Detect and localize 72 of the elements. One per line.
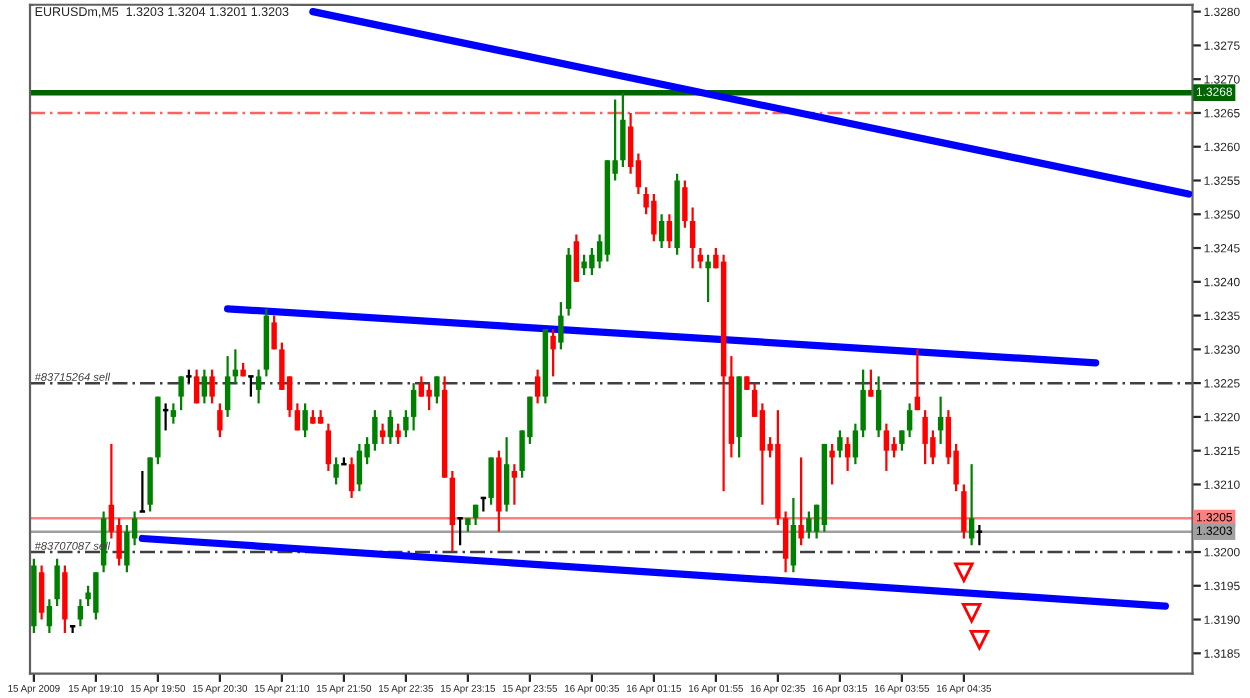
candlestick <box>860 368 866 439</box>
candlestick <box>852 422 859 466</box>
candlestick <box>666 213 673 250</box>
candlestick <box>961 483 967 540</box>
candlestick <box>697 246 704 270</box>
candlestick <box>178 375 184 412</box>
candlestick <box>503 436 510 513</box>
candlestick <box>209 368 215 405</box>
candlestick <box>54 557 60 608</box>
candlestick <box>534 368 541 405</box>
candlestick <box>170 402 177 425</box>
candlestick <box>558 300 564 351</box>
candlestick <box>418 375 425 398</box>
point <box>961 603 982 623</box>
candlestick <box>651 192 657 243</box>
candlestick <box>201 368 208 405</box>
candlestick <box>271 314 277 351</box>
candlestick <box>138 469 147 513</box>
candlestick <box>829 442 835 486</box>
candlestick <box>782 510 789 574</box>
candlestick <box>193 368 200 405</box>
candlestick <box>147 456 153 513</box>
candlestick <box>806 510 812 540</box>
candlestick <box>426 382 432 412</box>
candlestick <box>410 382 417 432</box>
candlestick <box>620 91 626 169</box>
candlestick <box>62 564 68 635</box>
candlestick <box>589 246 595 277</box>
candlestick <box>488 456 494 506</box>
candlestick <box>581 253 587 277</box>
candlestick <box>658 213 665 250</box>
candlestick <box>798 456 804 547</box>
candlestick <box>325 422 332 473</box>
candlestick <box>975 523 984 547</box>
candlestick <box>868 368 874 398</box>
candlestick <box>875 375 882 439</box>
candlestick <box>348 456 355 500</box>
candlestick <box>372 409 378 452</box>
candlestick <box>93 571 99 621</box>
candlestick <box>379 422 386 446</box>
candlestick <box>705 253 711 304</box>
candlestick <box>403 409 409 439</box>
candlestick <box>968 463 975 547</box>
candlestick <box>891 436 897 459</box>
candlestick <box>294 402 301 432</box>
candlestick <box>906 402 913 439</box>
candlestick <box>511 463 518 506</box>
candlestick <box>682 179 688 229</box>
candlestick <box>387 409 394 446</box>
candlestick <box>77 598 84 628</box>
candlestick <box>217 402 223 439</box>
candlestick <box>302 402 308 439</box>
point <box>969 630 990 650</box>
candlestick <box>689 206 696 270</box>
candlestick <box>790 496 797 574</box>
candlestick <box>255 368 262 405</box>
candlestick <box>124 523 130 574</box>
candlestick <box>922 409 928 466</box>
candlestick <box>837 429 843 459</box>
candlestick <box>449 469 456 554</box>
candlestick <box>573 233 580 283</box>
point <box>954 562 974 582</box>
candlestick <box>883 422 890 473</box>
candlestick <box>38 564 45 621</box>
candlestick <box>224 355 231 419</box>
candlestick <box>550 327 556 378</box>
candlestick <box>46 598 53 635</box>
candlestick <box>899 429 905 452</box>
candlestick <box>434 375 440 405</box>
candlestick <box>395 422 401 446</box>
candlestick <box>356 442 363 493</box>
candlestick <box>333 456 339 486</box>
